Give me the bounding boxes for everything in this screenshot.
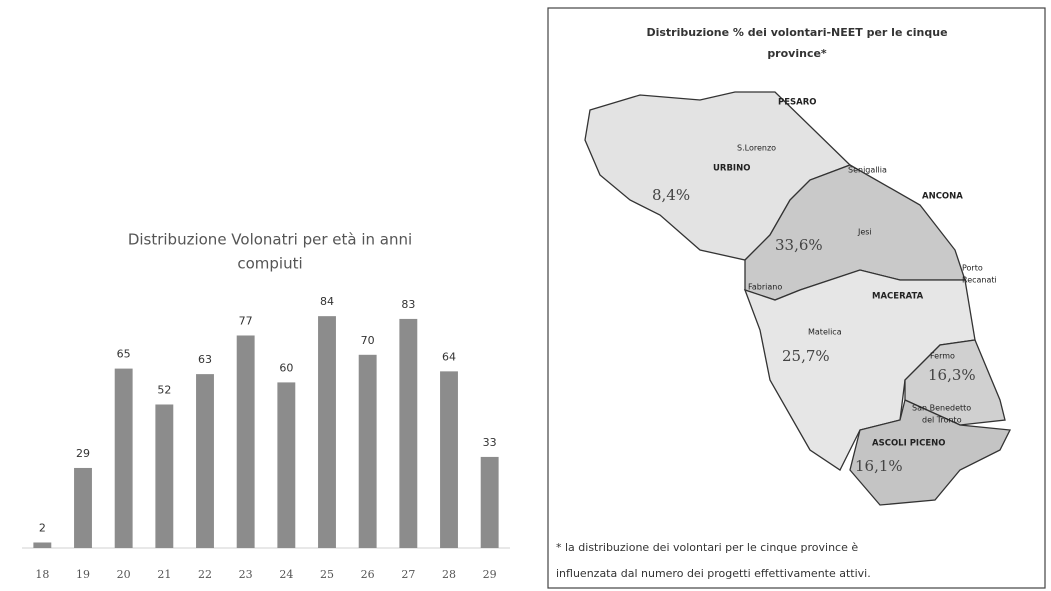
- place: URBINO: [713, 164, 750, 174]
- place: Jesi: [857, 228, 872, 237]
- data-label: 63: [198, 353, 212, 366]
- place: Senigallia: [848, 166, 887, 175]
- bar: [74, 467, 92, 548]
- data-label: 77: [239, 314, 253, 327]
- x-tick-label: 18: [35, 568, 49, 581]
- footnote: * la distribuzione dei volontari per le …: [556, 541, 858, 554]
- place: Fabriano: [748, 283, 782, 292]
- map-title: Distribuzione % dei volontari-NEET per l…: [646, 26, 947, 39]
- data-label: 65: [117, 348, 131, 361]
- bar: [33, 542, 52, 548]
- x-tick-label: 22: [198, 568, 212, 581]
- x-tick-label: 19: [76, 568, 90, 581]
- data-label: 2: [39, 521, 46, 534]
- bar: [440, 371, 458, 548]
- bar: [480, 456, 499, 548]
- chart-title: Distribuzione Volonatri per età in anni: [128, 231, 412, 249]
- data-label: 33: [483, 436, 497, 449]
- map-frame: [547, 7, 1046, 589]
- bar: [277, 382, 296, 548]
- place: PESARO: [778, 98, 817, 108]
- bar: [236, 335, 255, 548]
- map: [584, 91, 1012, 506]
- place: MACERATA: [872, 292, 924, 302]
- place: San Benedetto: [912, 404, 971, 413]
- percentage: 8,4%: [652, 186, 690, 204]
- place: ANCONA: [922, 192, 963, 202]
- place: ASCOLI PICENO: [872, 439, 945, 449]
- data-label: 70: [361, 334, 375, 347]
- place: S.Lorenzo: [737, 144, 776, 153]
- x-tick-label: 21: [157, 568, 171, 581]
- place: Recanati: [962, 276, 997, 285]
- percentage: 33,6%: [775, 236, 823, 254]
- place: Porto: [962, 264, 983, 273]
- data-label: 52: [157, 383, 171, 396]
- place: Fermo: [930, 352, 955, 361]
- x-tick-label: 25: [320, 568, 334, 581]
- bar: [155, 404, 174, 548]
- x-tick-label: 23: [239, 568, 253, 581]
- bar: [399, 318, 418, 548]
- percentage: 25,7%: [782, 347, 830, 365]
- place: Matelica: [808, 328, 842, 337]
- x-tick-label: 29: [483, 568, 497, 581]
- data-label: 84: [320, 295, 334, 308]
- map-title: province*: [767, 47, 827, 60]
- data-label: 64: [442, 350, 456, 363]
- data-label: 60: [279, 361, 293, 374]
- x-tick-label: 26: [361, 568, 375, 581]
- x-tick-label: 24: [279, 568, 293, 581]
- data-label: 83: [401, 298, 415, 311]
- chart-title: compiuti: [237, 255, 302, 273]
- percentage: 16,1%: [855, 457, 903, 475]
- bar: [114, 368, 133, 548]
- percentage: 16,3%: [928, 366, 976, 384]
- bar: [318, 316, 336, 548]
- data-label: 29: [76, 447, 90, 460]
- place: del Tronto: [922, 416, 962, 425]
- x-tick-label: 20: [117, 568, 131, 581]
- province: [849, 399, 1012, 506]
- footnote: influenzata dal numero dei progetti effe…: [556, 567, 871, 580]
- bar: [358, 354, 377, 548]
- bar: [196, 374, 214, 548]
- x-tick-label: 27: [401, 568, 415, 581]
- x-tick-label: 28: [442, 568, 456, 581]
